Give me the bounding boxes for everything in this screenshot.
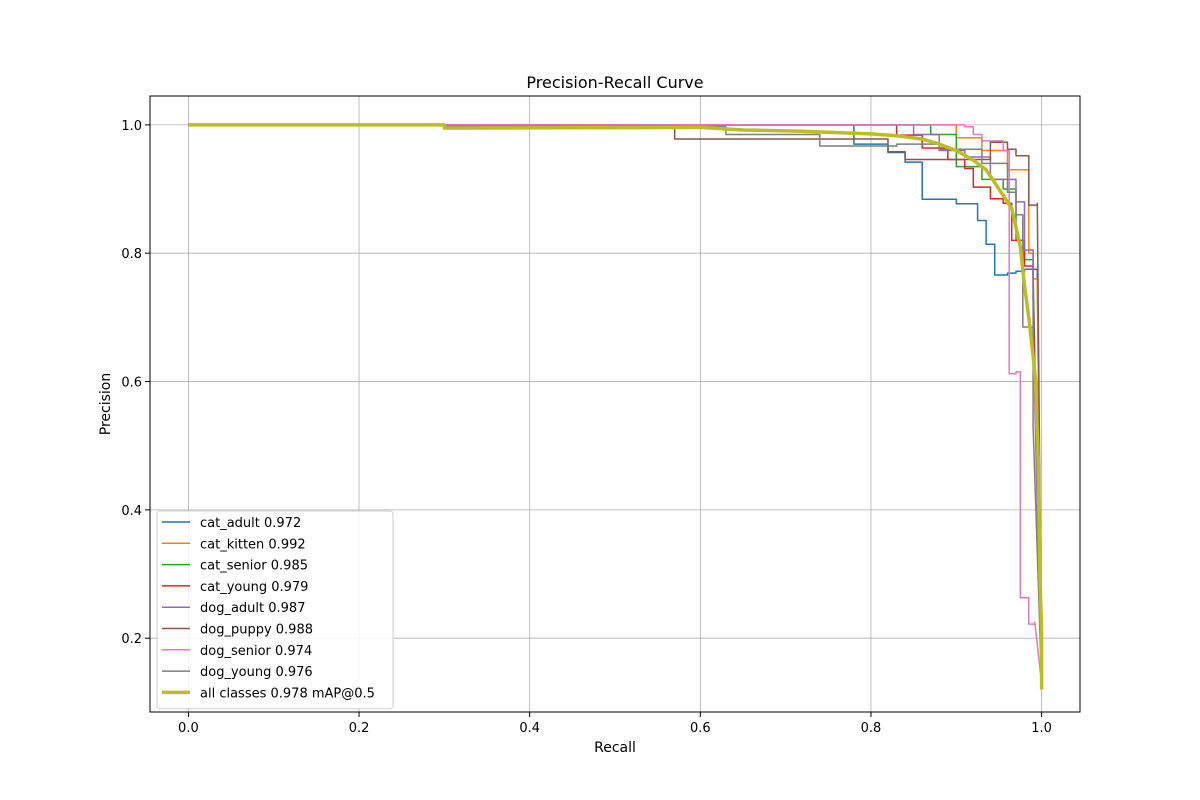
legend-entry: dog_young 0.976 <box>200 665 313 680</box>
legend-entry: cat_young 0.979 <box>200 580 308 595</box>
series-line-cat-kitten <box>188 124 1043 684</box>
legend: cat_adult 0.972 cat_kitten 0.992 cat_senio… <box>156 510 394 710</box>
chart-title: Precision-Recall Curve <box>526 73 703 92</box>
legend-entry: cat_adult 0.972 <box>200 516 301 531</box>
y-tick-label: 0.4 <box>121 504 142 519</box>
x-tick-label: 1.0 <box>1031 721 1052 736</box>
legend-entry: all classes 0.978 mAP@0.5 <box>200 686 375 701</box>
legend-entry: dog_senior 0.974 <box>200 644 312 659</box>
legend-entry: dog_puppy 0.988 <box>200 623 313 638</box>
legend-entry: cat_kitten 0.992 <box>200 537 306 552</box>
x-tick-label: 0.2 <box>349 721 370 736</box>
series-line-cat-young <box>188 124 1043 684</box>
tick-layer: 0.0 0.2 0.4 0.6 0.8 1.0 0.2 0.4 0.6 0.8 1.0 <box>121 119 1052 736</box>
y-tick-label: 0.8 <box>121 247 142 262</box>
series-line-dog-puppy <box>188 124 1043 684</box>
y-axis-label: Precision <box>98 373 114 435</box>
legend-entry: dog_adult 0.987 <box>200 601 305 616</box>
series-line-dog-senior <box>188 124 1043 684</box>
x-tick-label: 0.6 <box>690 721 711 736</box>
x-tick-label: 0.4 <box>519 721 540 736</box>
x-axis-label: Recall <box>594 740 636 756</box>
x-tick-label: 0.8 <box>861 721 882 736</box>
series-line-cat-senior <box>188 124 1043 690</box>
plot-frame <box>149 95 1081 713</box>
x-tick-label: 0.0 <box>178 721 199 736</box>
legend-box <box>156 510 394 710</box>
y-tick-label: 0.6 <box>121 376 142 391</box>
series-line-all-classes <box>188 123 1044 690</box>
legend-entry: cat_senior 0.985 <box>200 559 308 574</box>
y-tick-label: 1.0 <box>121 119 142 134</box>
series-line-dog-adult <box>188 124 1043 690</box>
y-tick-label: 0.2 <box>121 632 142 647</box>
series-layer <box>188 123 1044 690</box>
